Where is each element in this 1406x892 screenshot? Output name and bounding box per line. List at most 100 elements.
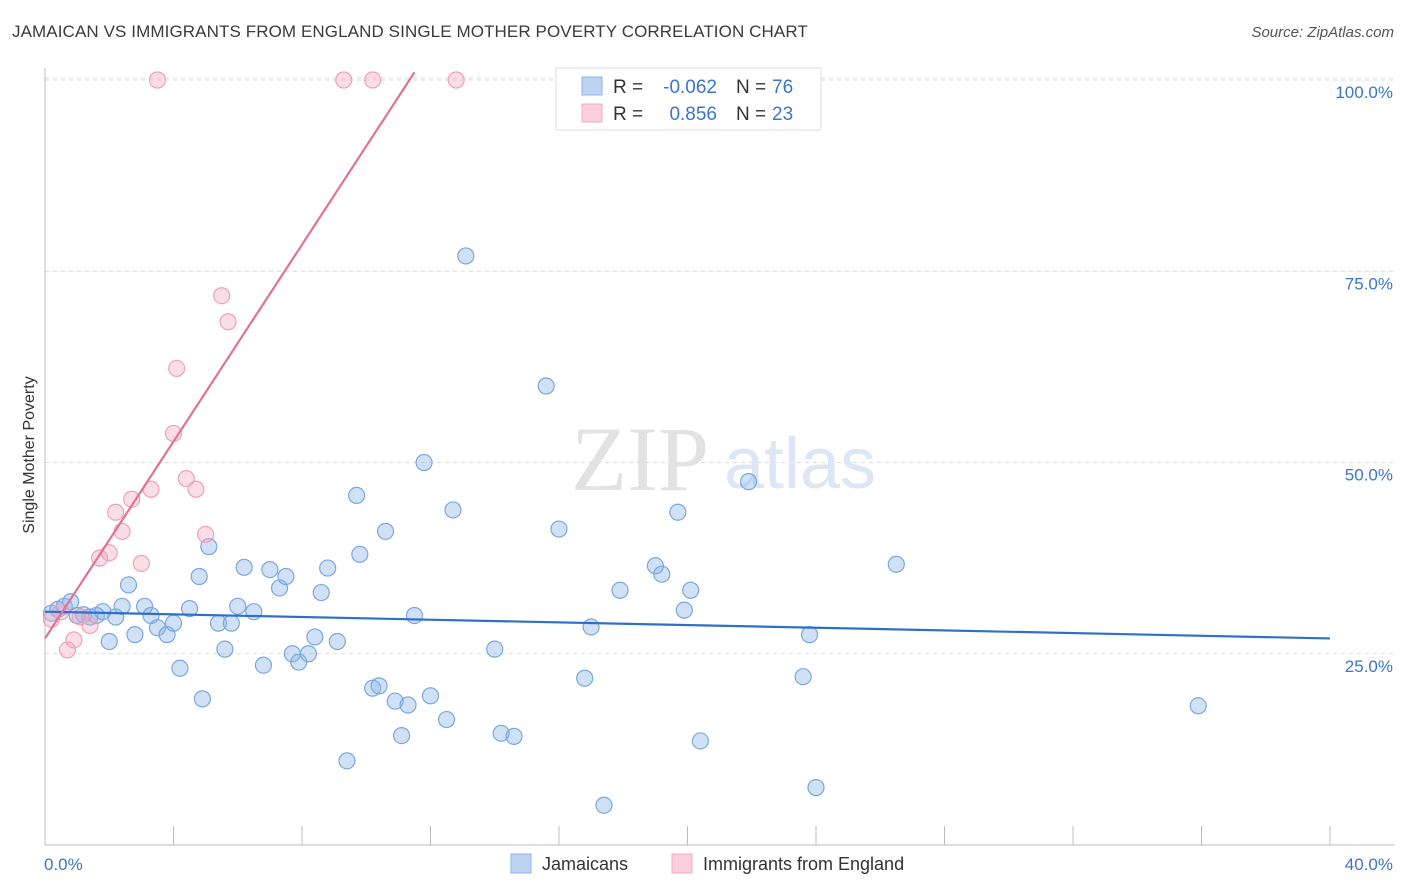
legend-r-label-england: R = [613, 104, 643, 125]
watermark-zip: ZIP [571, 408, 709, 510]
jamaicans-point-38 [312, 583, 330, 602]
x-tick-labels: 0.0% 40.0% [44, 855, 1393, 874]
bottom-legend-england: Immigrants from England [703, 854, 904, 874]
england-point-15 [168, 359, 186, 378]
jamaicans-point-9 [100, 632, 118, 651]
y-axis-title: Single Mother Poverty [21, 376, 38, 533]
jamaicans-point-28 [235, 558, 253, 576]
england-point-17 [187, 480, 205, 498]
watermark-atlas: atlas [724, 424, 876, 504]
jamaicans-point-74 [807, 779, 825, 797]
jamaicans-point-41 [338, 752, 356, 770]
england-point-19 [213, 287, 231, 305]
legend-r-jamaicans: -0.062 [663, 77, 717, 98]
jamaicans-point-62 [595, 796, 613, 814]
bottom-legend-jamaicans: Jamaicans [542, 854, 628, 874]
jamaicans-point-40 [328, 632, 346, 651]
jamaicans-point-11 [113, 597, 131, 615]
y-tick-labels: 25.0% 50.0% 75.0% 100.0% [1335, 83, 1393, 676]
england-point-3 [65, 631, 83, 649]
jamaicans-point-54 [444, 501, 462, 519]
axes [44, 68, 1395, 846]
jamaicans-point-18 [164, 614, 183, 632]
jamaicans-point-13 [126, 626, 144, 644]
england-point-21 [335, 71, 353, 89]
jamaicans-point-30 [254, 656, 273, 674]
jamaicans-point-20 [180, 600, 199, 618]
bottom-legend-swatch-england [671, 853, 693, 874]
jamaicans-point-72 [794, 668, 812, 686]
jamaicans-point-25 [216, 640, 234, 658]
jamaicans-point-31 [261, 560, 279, 579]
england-point-23 [447, 71, 465, 89]
jamaicans-point-64 [611, 581, 629, 599]
legend-n-label-jamaicans: N = [736, 77, 766, 98]
jamaicans-point-37 [306, 628, 324, 646]
legend-n-england: 23 [772, 104, 793, 125]
x-tick-label-max: 40.0% [1345, 855, 1393, 874]
jamaicans-point-52 [421, 687, 440, 705]
legend-r-label-jamaicans: R = [613, 77, 643, 98]
jamaicans-point-16 [148, 619, 167, 637]
trend-lines [44, 71, 1331, 640]
jamaicans-point-59 [537, 377, 555, 395]
jamaicans-point-51 [415, 453, 433, 472]
jamaicans-point-69 [682, 581, 700, 599]
y-tick-label-25: 25.0% [1345, 657, 1393, 676]
y-tick-label-50: 50.0% [1345, 466, 1393, 485]
jamaicans-point-56 [486, 640, 504, 658]
jamaicans-trend-line [44, 610, 1331, 640]
jamaicans-point-22 [193, 690, 212, 708]
jamaicans-point-68 [675, 601, 693, 619]
jamaicans-point-12 [119, 576, 138, 594]
jamaicans-point-57 [492, 724, 510, 742]
jamaicans-point-48 [392, 727, 411, 745]
jamaicans-point-26 [222, 614, 240, 632]
legend-box: R = -0.062 N = 76 R = 0.856 N = 23 [555, 67, 822, 131]
england-point-16 [177, 469, 195, 488]
england-trend-line [44, 71, 416, 640]
jamaicans-point-76 [1189, 697, 1207, 715]
england-point-22 [364, 71, 382, 89]
england-point-8 [107, 503, 125, 521]
legend-n-label-england: N = [736, 104, 766, 125]
jamaicans-point-27 [229, 597, 247, 615]
jamaicans-point-21 [190, 567, 208, 586]
england-point-20 [219, 313, 237, 331]
legend-r-england: 0.856 [669, 104, 717, 125]
jamaicans-point-73 [800, 626, 819, 644]
england-point-18 [197, 525, 215, 544]
england-point-9 [113, 522, 131, 540]
england-point-11 [132, 554, 150, 573]
x-tick-label-min: 0.0% [44, 855, 83, 874]
jamaicans-point-66 [653, 565, 671, 583]
jamaicans-point-75 [887, 555, 905, 573]
jamaicans-point-46 [376, 522, 395, 540]
jamaicans-point-70 [691, 732, 709, 750]
jamaicans-point-36 [299, 645, 318, 663]
jamaicans-point-58 [505, 727, 523, 745]
y-tick-label-75: 75.0% [1345, 274, 1393, 293]
jamaicans-point-29 [245, 603, 263, 621]
jamaicans-point-42 [348, 486, 366, 504]
jamaicans-point-55 [457, 247, 475, 265]
bottom-legend-swatch-jamaicans [510, 853, 532, 874]
jamaicans-point-61 [576, 669, 594, 687]
jamaicans-point-43 [351, 545, 369, 563]
source-credit: Source: ZipAtlas.com [1251, 24, 1394, 41]
england-point-2 [58, 641, 77, 659]
jamaicans-point-63 [582, 618, 600, 636]
jamaicans-point-39 [319, 559, 337, 577]
jamaicans-point-49 [399, 696, 417, 714]
jamaicans-point-71 [739, 473, 758, 491]
bottom-legend: Jamaicans Immigrants from England [510, 853, 904, 874]
jamaicans-point-19 [171, 659, 189, 677]
jamaicans-point-47 [386, 692, 404, 710]
jamaicans-point-33 [277, 567, 295, 586]
legend-n-jamaicans: 76 [772, 77, 793, 98]
england-point-13 [148, 71, 167, 89]
jamaicans-point-60 [550, 520, 568, 538]
jamaicans-point-53 [437, 710, 456, 729]
legend-swatch-jamaicans [581, 76, 603, 96]
